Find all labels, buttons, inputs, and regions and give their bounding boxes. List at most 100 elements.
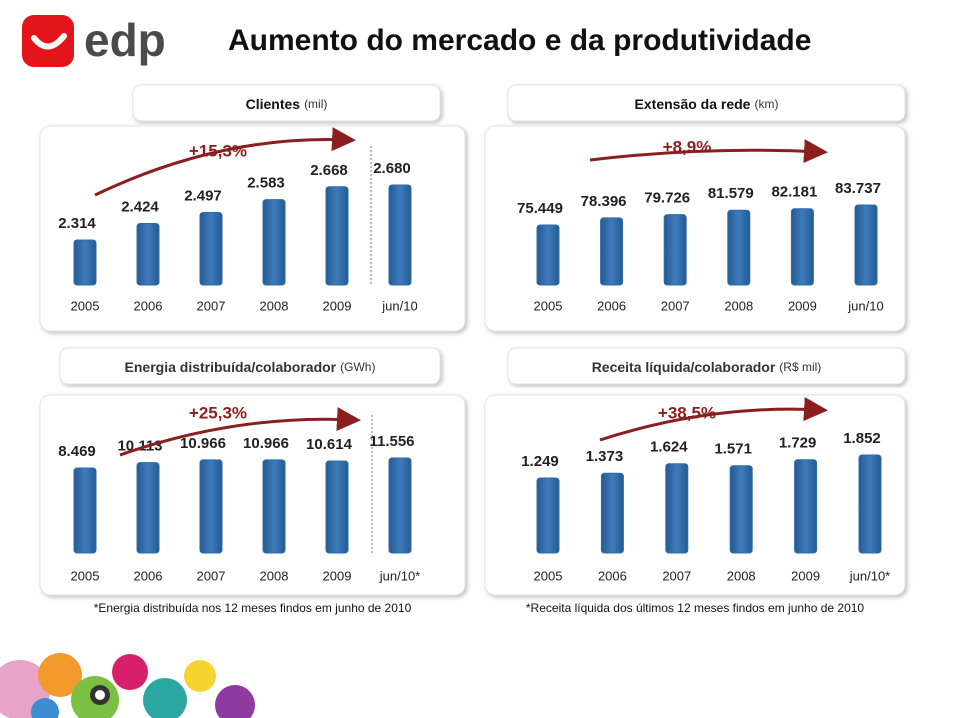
bar	[536, 224, 560, 286]
growth-arrow	[94, 127, 356, 197]
bar	[262, 199, 286, 286]
bar	[600, 472, 624, 554]
value-label: 83.737	[835, 180, 881, 197]
chart-panel: Energia distribuída/colaborador (GWh) 8.46…	[39, 347, 466, 615]
bar	[665, 463, 689, 554]
chart-panel: Receita líquida/colaborador (R$ mil) 1.249…	[484, 347, 906, 615]
bar	[663, 214, 687, 286]
x-tick-label: 2009	[323, 298, 352, 313]
chart-panel: Extensão da rede (km) 75.449 2005 78.396 2006…	[484, 84, 906, 332]
x-tick-label: 2005	[534, 298, 563, 313]
x-tick-label: 2007	[661, 298, 690, 313]
bar	[199, 212, 223, 286]
value-label: 2.497	[184, 187, 222, 204]
bar	[199, 459, 223, 554]
x-tick-label: 2008	[724, 298, 753, 313]
x-tick-label: 2005	[71, 298, 100, 313]
value-label: 2.314	[58, 215, 96, 232]
bar	[73, 467, 97, 554]
value-label: 1.249	[521, 453, 559, 470]
panel-title: Receita líquida/colaborador (R$ mil)	[592, 359, 822, 375]
x-tick-label: 2007	[662, 568, 691, 583]
value-label: 1.852	[843, 430, 881, 447]
value-label: 8.469	[58, 443, 96, 460]
growth-annotation: +25,3%	[189, 403, 247, 422]
bar	[794, 459, 818, 554]
panel-title-unit: (km)	[754, 97, 778, 111]
value-label: 2.583	[247, 175, 285, 192]
bar	[536, 477, 560, 554]
bar	[325, 460, 349, 554]
x-tick-label: 2007	[197, 568, 226, 583]
panel-header	[507, 84, 906, 122]
panel-title: Extensão da rede (km)	[635, 96, 779, 112]
bar	[388, 184, 412, 286]
value-label: 11.556	[369, 433, 414, 450]
growth-annotation: +38,5%	[658, 403, 716, 422]
logo-text: edp	[84, 14, 166, 66]
value-label: 2.668	[310, 162, 348, 179]
x-tick-label: 2006	[134, 568, 163, 583]
bar	[388, 457, 412, 554]
bar	[262, 459, 286, 554]
decoration	[0, 630, 960, 718]
x-tick-label: 2006	[597, 298, 626, 313]
panel-title-unit: (R$ mil)	[779, 360, 821, 374]
bar	[136, 462, 160, 554]
value-label: 10.614	[306, 436, 353, 453]
value-label: 10.966	[180, 435, 226, 452]
value-label: 10.966	[243, 435, 289, 452]
x-tick-label: 2005	[534, 568, 563, 583]
growth-annotation: +15,3%	[189, 141, 247, 160]
x-tick-label: jun/10	[847, 298, 883, 313]
value-label: 1.571	[714, 441, 752, 458]
bar	[136, 222, 160, 286]
x-tick-label: 2005	[71, 568, 100, 583]
panel-title: Energia distribuída/colaborador (GWh)	[125, 359, 376, 375]
x-tick-label: jun/10*	[849, 568, 890, 583]
value-label: 1.729	[779, 435, 817, 452]
bar	[727, 209, 751, 286]
x-tick-label: 2008	[260, 298, 289, 313]
x-tick-label: 2008	[727, 568, 756, 583]
panel-title-unit: (GWh)	[340, 360, 375, 374]
growth-arrow	[119, 407, 361, 457]
bar	[325, 186, 349, 286]
value-label: 10.113	[117, 438, 162, 455]
bar	[858, 454, 882, 554]
x-tick-label: jun/10	[381, 298, 417, 313]
bar	[600, 217, 624, 286]
bar	[854, 204, 878, 286]
bar	[790, 208, 814, 286]
bar	[73, 239, 97, 286]
x-tick-label: 2009	[788, 298, 817, 313]
slide-title: Aumento do mercado e da produtividade	[228, 24, 811, 57]
footnote: *Receita líquida dos últimos 12 meses fi…	[526, 601, 865, 615]
value-label: 82.181	[771, 184, 817, 201]
x-tick-label: 2009	[323, 568, 352, 583]
panel-title-text: Clientes	[246, 96, 301, 112]
panel-header	[132, 84, 441, 122]
footnote: *Energia distribuída nos 12 meses findos…	[94, 601, 412, 615]
logo: edp	[22, 14, 166, 67]
x-tick-label: 2006	[134, 298, 163, 313]
growth-annotation: +8,9%	[663, 137, 712, 156]
value-label: 75.449	[517, 200, 563, 217]
panel-title-text: Energia distribuída/colaborador	[125, 359, 337, 375]
x-tick-label: 2007	[197, 298, 226, 313]
chart-panel: Clientes (mil) 2.314 2005 2.424 2006 2.497 2007…	[39, 84, 466, 332]
panel-header	[59, 347, 441, 385]
panel-title-text: Receita líquida/colaborador	[592, 359, 776, 375]
x-tick-label: 2009	[791, 568, 820, 583]
bar	[729, 465, 753, 554]
x-tick-label: jun/10*	[379, 568, 420, 583]
x-tick-label: 2008	[260, 568, 289, 583]
panel-title: Clientes (mil)	[246, 96, 328, 112]
value-label: 79.726	[644, 190, 690, 207]
growth-arrow	[599, 397, 828, 442]
panel-header	[507, 347, 906, 385]
value-label: 2.424	[121, 198, 159, 215]
value-label: 78.396	[581, 193, 627, 210]
value-label: 1.624	[650, 439, 688, 456]
